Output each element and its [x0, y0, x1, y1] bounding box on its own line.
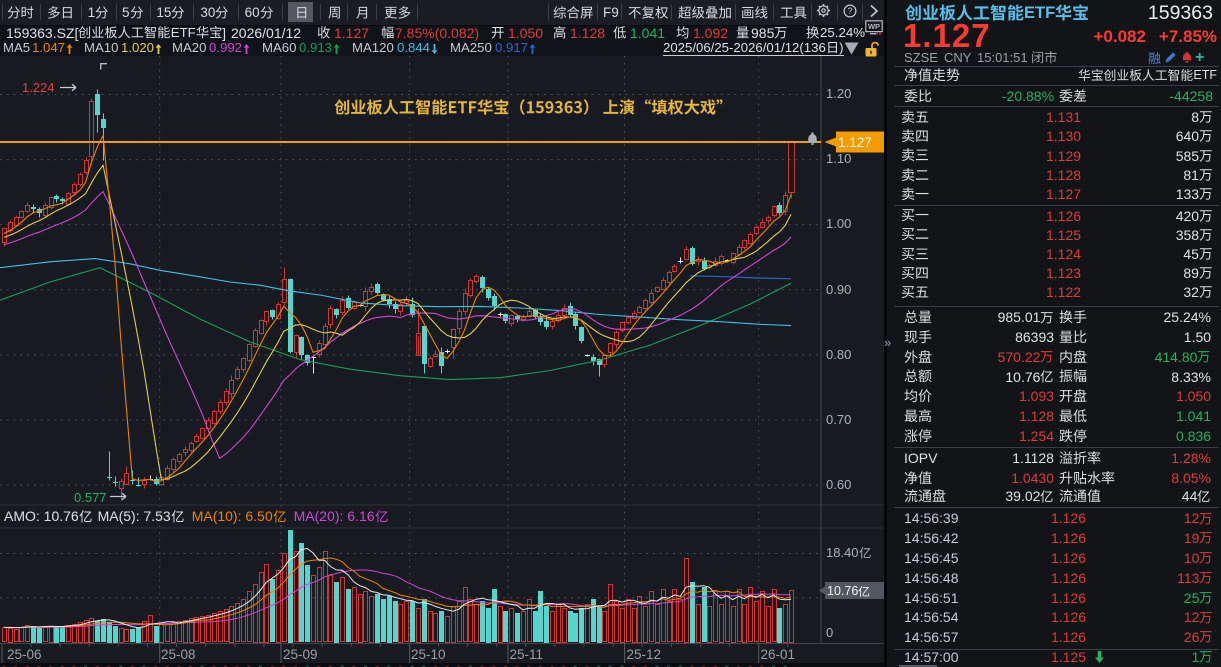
svg-text:?: ?	[847, 6, 852, 16]
svg-text:WP: WP	[868, 22, 880, 31]
